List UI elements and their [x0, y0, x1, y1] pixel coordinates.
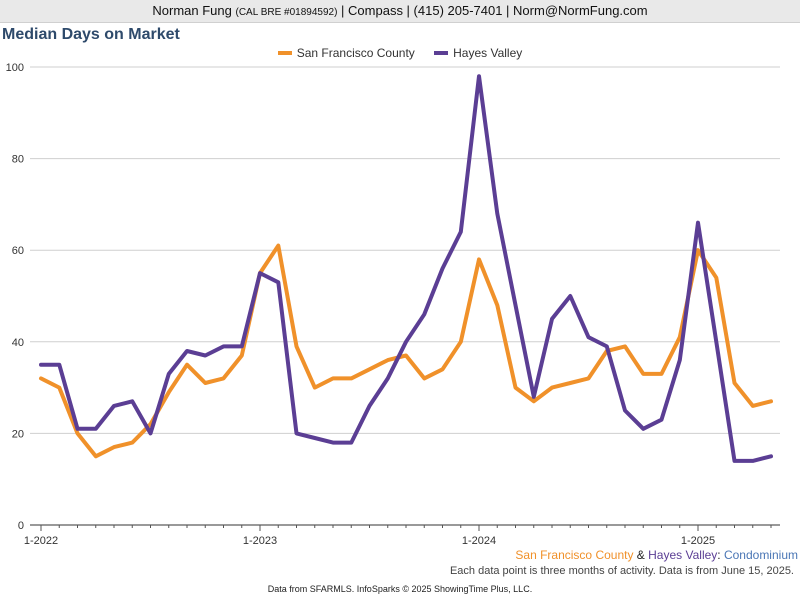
y-tick-label: 100	[6, 62, 24, 74]
line-chart: 0 20 40 60 80 100 1-2022 1-2023 1-2024 1-2025	[6, 62, 780, 547]
caption-area-sf: San Francisco County	[515, 548, 634, 562]
series-line-san-francisco-county	[39, 243, 773, 459]
series-line-hayes-valley	[39, 74, 773, 463]
agent-license: (CAL BRE #01894592)	[235, 7, 338, 18]
legend-swatch-hv	[434, 50, 449, 55]
caption-property-type: Condominium	[723, 548, 798, 562]
y-tick-label: 0	[18, 520, 24, 532]
x-tick-label: 1-2023	[243, 535, 277, 547]
legend-item-sf[interactable]: San Francisco County	[277, 46, 415, 60]
y-tick-label: 60	[12, 245, 24, 257]
chart-legend: San Francisco County Hayes Valley	[0, 46, 800, 60]
footer-credit: Data from SFARMLS. InfoSparks © 2025 Sho…	[267, 584, 533, 594]
caption-colon: :	[717, 548, 724, 562]
chart-caption: San Francisco County & Hayes Valley: Con…	[515, 548, 798, 562]
legend-label-sf: San Francisco County	[296, 46, 415, 60]
agent-contact: | Compass | (415) 205-7401 | Norm@NormFu…	[341, 3, 648, 18]
x-tick-label: 1-2025	[681, 535, 715, 547]
legend-swatch-sf	[277, 50, 292, 55]
agent-name: Norman Fung	[152, 3, 232, 18]
legend-label-hv: Hayes Valley	[453, 46, 523, 60]
y-tick-label: 80	[12, 154, 24, 166]
y-tick-label: 40	[12, 337, 24, 349]
x-tick-label: 1-2022	[24, 535, 58, 547]
x-tick-label: 1-2024	[462, 535, 496, 547]
legend-item-hv[interactable]: Hayes Valley	[434, 46, 522, 60]
caption-area-hv: Hayes Valley	[648, 548, 718, 562]
agent-header: Norman Fung (CAL BRE #01894592) | Compas…	[0, 0, 800, 23]
caption-amp: &	[633, 548, 649, 562]
y-tick-label: 20	[12, 428, 24, 440]
chart-title: Median Days on Market	[2, 26, 180, 43]
chart-note: Each data point is three months of activ…	[449, 565, 794, 577]
